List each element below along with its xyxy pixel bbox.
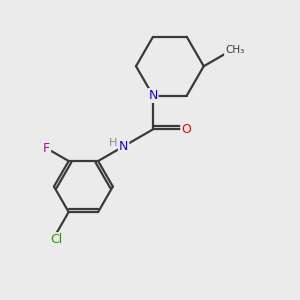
Text: N: N (119, 140, 128, 153)
Text: N: N (148, 89, 158, 102)
Text: CH₃: CH₃ (225, 45, 244, 55)
Text: Cl: Cl (50, 233, 62, 246)
Text: F: F (43, 142, 50, 155)
Text: H: H (109, 138, 118, 148)
Text: O: O (181, 123, 191, 136)
